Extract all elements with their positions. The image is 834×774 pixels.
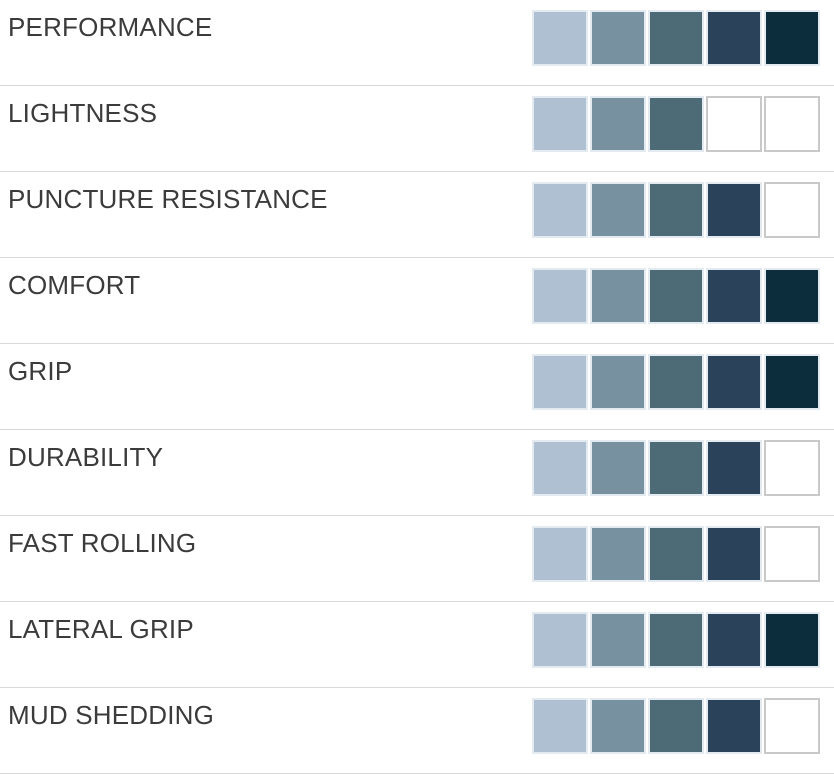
rating-squares — [532, 96, 820, 152]
rating-squares — [532, 698, 820, 754]
rating-squares — [532, 354, 820, 410]
rating-row: DURABILITY — [0, 430, 834, 516]
rating-squares — [532, 612, 820, 668]
rating-label: LIGHTNESS — [8, 98, 158, 128]
rating-squares — [532, 10, 820, 66]
rating-square-filled — [764, 268, 820, 324]
rating-row: LATERAL GRIP — [0, 602, 834, 688]
rating-square-filled — [648, 96, 704, 152]
rating-square-filled — [532, 354, 588, 410]
rating-square-empty — [764, 182, 820, 238]
rating-square-filled — [590, 612, 646, 668]
rating-label: PERFORMANCE — [8, 12, 213, 42]
rating-label: COMFORT — [8, 270, 141, 300]
rating-square-empty — [706, 96, 762, 152]
rating-square-filled — [648, 268, 704, 324]
rating-square-filled — [590, 440, 646, 496]
rating-square-filled — [706, 440, 762, 496]
rating-square-filled — [706, 268, 762, 324]
rating-row: GRIP — [0, 344, 834, 430]
rating-square-filled — [532, 440, 588, 496]
rating-square-filled — [648, 440, 704, 496]
rating-square-filled — [648, 698, 704, 754]
rating-square-filled — [706, 698, 762, 754]
rating-square-empty — [764, 96, 820, 152]
rating-square-filled — [706, 526, 762, 582]
rating-square-filled — [648, 10, 704, 66]
rating-label: LATERAL GRIP — [8, 614, 194, 644]
rating-square-filled — [648, 354, 704, 410]
rating-square-filled — [706, 10, 762, 66]
rating-label: DURABILITY — [8, 442, 164, 472]
rating-square-filled — [590, 182, 646, 238]
rating-square-filled — [532, 182, 588, 238]
rating-square-empty — [764, 526, 820, 582]
rating-square-filled — [532, 698, 588, 754]
rating-row: COMFORT — [0, 258, 834, 344]
rating-row: LIGHTNESS — [0, 86, 834, 172]
rating-squares — [532, 268, 820, 324]
rating-row: PUNCTURE RESISTANCE — [0, 172, 834, 258]
rating-square-filled — [590, 10, 646, 66]
rating-squares — [532, 526, 820, 582]
rating-row: FAST ROLLING — [0, 516, 834, 602]
rating-square-filled — [764, 354, 820, 410]
rating-square-filled — [648, 182, 704, 238]
rating-square-filled — [648, 526, 704, 582]
rating-label: GRIP — [8, 356, 73, 386]
rating-square-filled — [590, 268, 646, 324]
rating-square-filled — [532, 96, 588, 152]
rating-row: MUD SHEDDING — [0, 688, 834, 774]
rating-square-filled — [532, 268, 588, 324]
rating-square-filled — [532, 526, 588, 582]
rating-label: FAST ROLLING — [8, 528, 197, 558]
rating-label: MUD SHEDDING — [8, 700, 215, 730]
rating-label: PUNCTURE RESISTANCE — [8, 184, 328, 214]
rating-square-filled — [706, 612, 762, 668]
rating-square-filled — [590, 354, 646, 410]
rating-square-filled — [590, 96, 646, 152]
rating-square-filled — [706, 354, 762, 410]
rating-square-empty — [764, 698, 820, 754]
rating-square-filled — [590, 526, 646, 582]
rating-square-empty — [764, 440, 820, 496]
rating-square-filled — [764, 10, 820, 66]
rating-square-filled — [706, 182, 762, 238]
rating-square-filled — [590, 698, 646, 754]
rating-squares — [532, 440, 820, 496]
rating-row: PERFORMANCE — [0, 0, 834, 86]
rating-squares — [532, 182, 820, 238]
rating-square-filled — [532, 612, 588, 668]
rating-square-filled — [648, 612, 704, 668]
rating-square-filled — [532, 10, 588, 66]
rating-square-filled — [764, 612, 820, 668]
